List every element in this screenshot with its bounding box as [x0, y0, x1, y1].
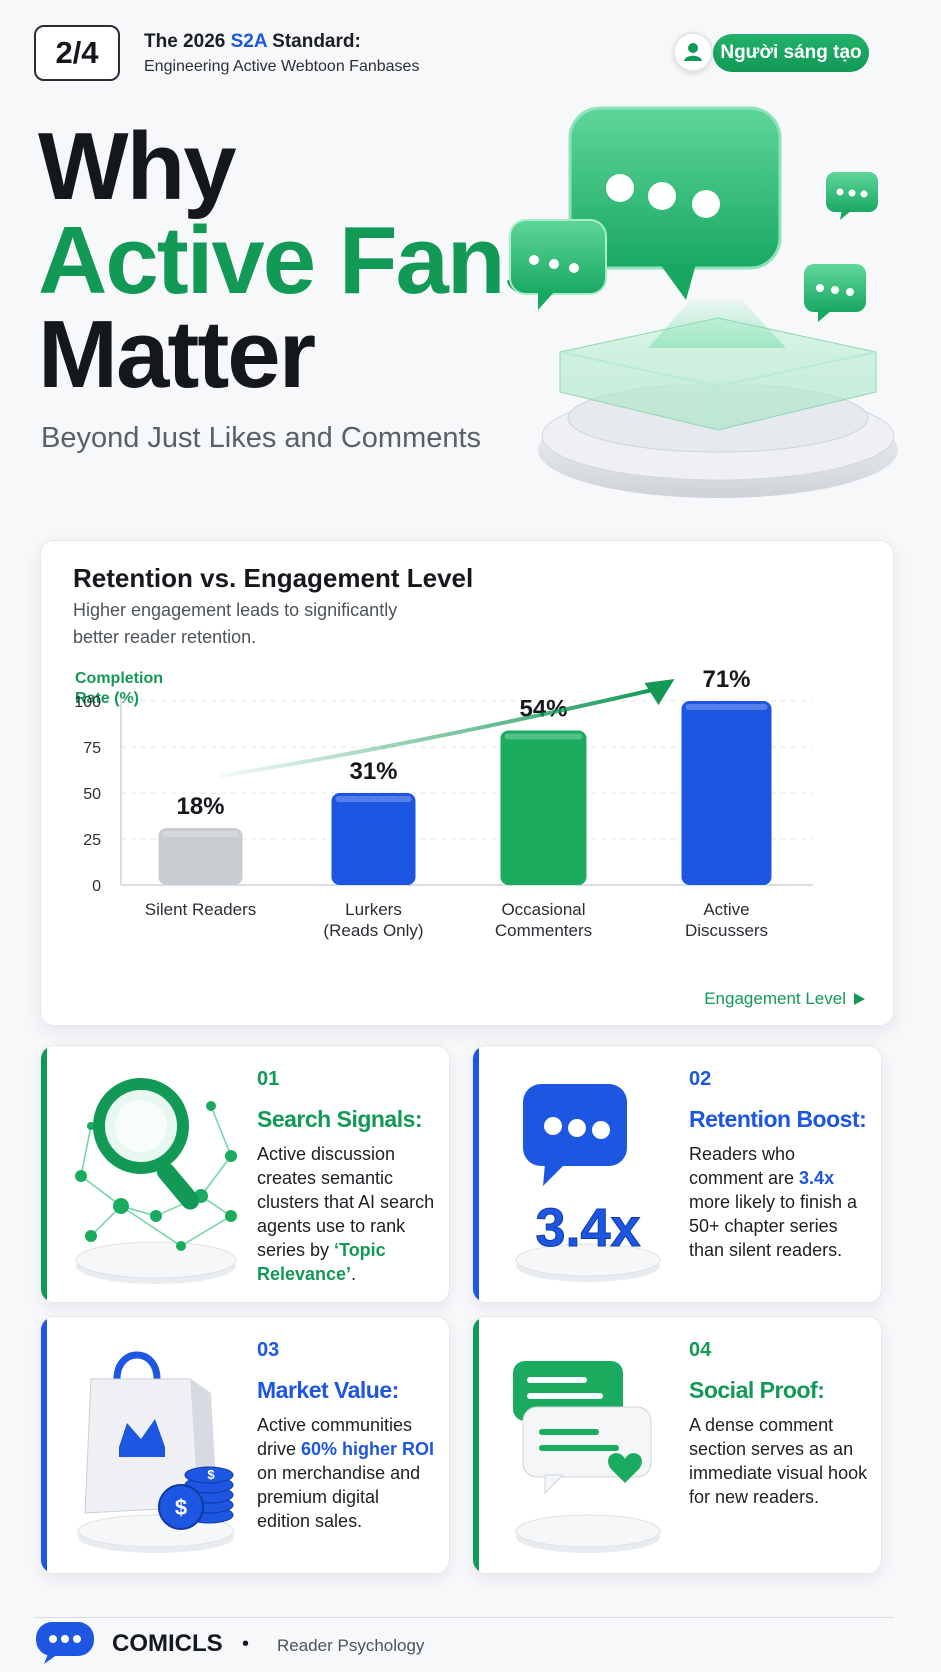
hero-title-line3: Matter	[38, 301, 316, 408]
card-accent-stripe	[473, 1317, 479, 1573]
chart-data-label: 31%	[349, 758, 397, 785]
hero-subtitle: Beyond Just Likes and Comments	[41, 422, 482, 454]
chart-bar-highlight	[335, 796, 412, 802]
card-retention-boost: 3.4x 02 Retention Boost: Readers who com…	[472, 1045, 882, 1303]
card-accent-stripe	[41, 1317, 47, 1573]
card-body-text: .	[351, 1264, 357, 1284]
chart-bar	[681, 701, 772, 885]
chart-y-tick-label: 100	[74, 694, 101, 711]
chart-y-tick-label: 50	[83, 786, 101, 803]
header-subtitle: Engineering Active Webtoon Fanbases	[144, 58, 420, 75]
footer-brand: COMICLS	[112, 1630, 223, 1657]
card-title: Search Signals:	[257, 1106, 423, 1132]
card-body-text: on merchandise and premium digital editi…	[257, 1463, 421, 1531]
chart-bar-highlight	[162, 830, 239, 837]
chart-y-tick-label: 75	[83, 740, 101, 757]
play-triangle-icon	[854, 993, 865, 1005]
chart-x-axis-label: Engagement Level	[704, 989, 865, 1009]
chart-bar	[158, 827, 243, 885]
comment-stack-heart-icon	[513, 1361, 661, 1553]
card-number: 04	[689, 1339, 712, 1361]
chart-x-axis-label-text: Engagement Level	[704, 989, 846, 1008]
chart-x-tick-label: Active	[703, 900, 749, 919]
retention-chart-card: Retention vs. Engagement Level Higher en…	[40, 540, 894, 1026]
chart-y-tick-label: 0	[92, 878, 101, 895]
chart-data-label: 71%	[702, 666, 750, 693]
trend-arrow-head	[644, 679, 675, 705]
hero-title-line1: Why	[38, 113, 237, 220]
card-body-text: more likely to finish a 50+ chapter seri…	[689, 1192, 858, 1260]
card-social-proof: 04 Social Proof: A dense comment section…	[472, 1316, 882, 1574]
footer-separator: •	[242, 1633, 250, 1655]
header-title-prefix: The 2026	[144, 31, 231, 52]
card-body-text: Readers who comment are	[689, 1144, 800, 1188]
chart-bar	[331, 793, 416, 885]
card-body-text: Active communities drive	[257, 1415, 413, 1459]
card-body-highlight: 3.4x	[799, 1168, 835, 1188]
card-body-text: A dense comment section serves as an imm…	[689, 1415, 868, 1507]
chat-bubble-3-4x-icon: 3.4x	[515, 1084, 661, 1282]
card-market-value: $ $ 03 Market Value: Active communities …	[40, 1316, 450, 1574]
chart-x-tick-label: Discussers	[685, 921, 768, 940]
chart-y-axis-label: Completion Rate (%)	[75, 670, 163, 707]
trend-arrow-line	[220, 687, 657, 778]
chart-x-tick-label: Lurkers	[345, 900, 402, 919]
card-number: 01	[257, 1068, 280, 1090]
comicls-logo-icon	[36, 1622, 94, 1664]
chart-y-tick-label: 25	[83, 832, 101, 849]
header-title-accent: S2A	[230, 31, 267, 52]
chart-subtitle: Higher engagement leads to significantly…	[73, 600, 398, 647]
header-title-suffix: Standard:	[266, 31, 361, 52]
chart-bar-highlight	[685, 704, 768, 710]
chat-bubbles-pedestal-icon	[509, 106, 898, 498]
hero-title-line2: Active Fans	[38, 207, 557, 314]
chart-x-tick-label: (Reads Only)	[323, 921, 423, 940]
card-accent-stripe	[41, 1046, 47, 1302]
chart-bar-highlight	[504, 733, 583, 740]
user-icon	[673, 32, 713, 72]
header-title: The 2026 S2A Standard:	[144, 31, 419, 53]
chart-bar	[500, 730, 587, 885]
card-number: 02	[689, 1068, 712, 1090]
card-body: Active discussion creates semantic clust…	[257, 1142, 437, 1286]
card-body: A dense comment section serves as an imm…	[689, 1413, 869, 1509]
card-title: Market Value:	[257, 1377, 399, 1403]
header-title-block: The 2026 S2A Standard: Engineering Activ…	[144, 31, 419, 76]
footer-divider	[34, 1617, 894, 1618]
card-title: Social Proof:	[689, 1377, 825, 1403]
chart-title: Retention vs. Engagement Level	[73, 563, 474, 593]
page-indicator: 2/4	[34, 25, 120, 81]
card-accent-stripe	[473, 1046, 479, 1302]
card-title: Retention Boost:	[689, 1106, 867, 1132]
chart-data-label: 18%	[176, 793, 224, 820]
chart-x-tick-label: Commenters	[495, 921, 592, 940]
chart-x-tick-label: Occasional	[501, 900, 585, 919]
card-body-highlight: 60% higher ROI	[301, 1439, 435, 1459]
footer-tagline: Reader Psychology	[277, 1636, 425, 1655]
svg-text:$: $	[175, 1495, 187, 1520]
card-body: Readers who comment are 3.4x more likely…	[689, 1142, 869, 1262]
card-body-highlight: ‘Topic Relevance’	[257, 1240, 386, 1284]
magnifier-network-icon	[75, 1078, 237, 1284]
hero-title: Why Active Fans Matter	[38, 113, 557, 408]
bar-chart: 0 25 50 75 100 18% Silent Readers 31% Lurkers (Re…	[74, 666, 813, 940]
shopping-bag-coins-icon: $ $	[77, 1351, 235, 1553]
svg-text:3.4x: 3.4x	[535, 1198, 640, 1258]
svg-text:$: $	[207, 1467, 215, 1482]
card-number: 03	[257, 1339, 280, 1361]
card-search-signals: 01 Search Signals: Active discussion cre…	[40, 1045, 450, 1303]
card-body: Active communities drive 60% higher ROI …	[257, 1413, 437, 1533]
chart-x-tick-label: Silent Readers	[145, 900, 257, 919]
card-body-text: Active discussion creates semantic clust…	[257, 1144, 435, 1260]
creator-label[interactable]: Người sáng tạo	[713, 34, 869, 72]
